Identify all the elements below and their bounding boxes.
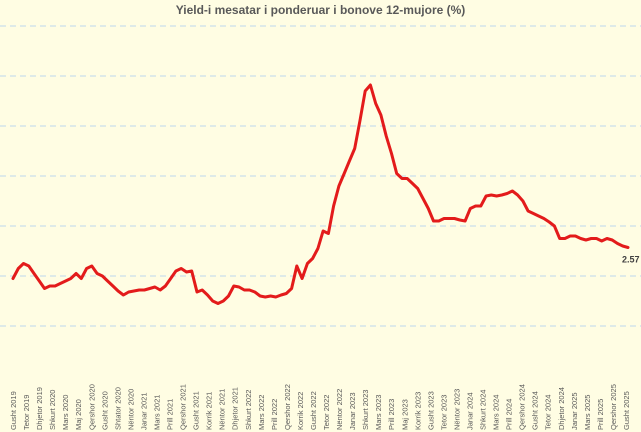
x-tick-label: Maj 2023 (400, 399, 409, 430)
x-tick-label: Korrik 2021 (205, 392, 214, 430)
x-tick-label: Prill 2024 (505, 399, 514, 430)
x-tick-label: Gusht 2024 (531, 391, 540, 430)
gridlines (0, 25, 641, 327)
x-tick-label: Shkurt 2020 (48, 390, 57, 430)
x-tick-label: Nëntor 2020 (126, 389, 135, 430)
x-tick-label: Mars 2024 (492, 395, 501, 430)
x-tick-label: Qershor 2021 (179, 384, 188, 430)
x-tick-label: Tetor 2024 (544, 395, 553, 430)
x-tick-label: Shkurt 2022 (244, 390, 253, 430)
x-tick-label: Tetor 2019 (22, 395, 31, 430)
x-tick-label: Prill 2021 (166, 399, 175, 430)
x-axis-tick-labels: Gusht 2019 Tetor 2019 Dhjetor 2019 Shkurt 2… (9, 384, 631, 430)
x-tick-label: Dhjetor 2019 (35, 387, 44, 430)
x-tick-label: Qershor 2024 (518, 384, 527, 430)
x-tick-label: Qershor 2020 (87, 384, 96, 430)
x-tick-label: Mars 2022 (257, 395, 266, 430)
x-tick-label: Janar 2024 (466, 392, 475, 430)
x-tick-label: Nëntor 2021 (218, 389, 227, 430)
series-line (11, 83, 630, 305)
x-tick-label: Janar 2021 (139, 392, 148, 430)
x-tick-label: Gusht 2019 (9, 391, 18, 430)
x-tick-label: Qershor 2025 (609, 384, 618, 430)
x-tick-label: Gusht 2020 (100, 391, 109, 430)
x-tick-label: Janar 2023 (348, 392, 357, 430)
x-tick-label: Dhjetor 2021 (231, 387, 240, 430)
x-tick-label: Shkurt 2023 (361, 390, 370, 430)
x-tick-label: Tetor 2022 (322, 395, 331, 430)
x-tick-label: Gusht 2023 (426, 391, 435, 430)
x-tick-label: Maj 2020 (74, 399, 83, 430)
x-tick-label: Janar 2025 (570, 392, 579, 430)
x-tick-label: Nëntor 2022 (335, 389, 344, 430)
x-tick-label: Shkurt 2024 (479, 390, 488, 430)
x-tick-label: Mars 2023 (374, 395, 383, 430)
x-tick-label: Gusht 2025 (622, 391, 631, 430)
chart-title: Yield-i mesatar i ponderuar i bonove 12-… (175, 3, 466, 17)
x-tick-label: Dhjetor 2024 (557, 387, 566, 430)
x-tick-label: Mars 2021 (153, 395, 162, 430)
x-tick-label: Korrik 2023 (413, 392, 422, 430)
x-tick-label: Gusht 2022 (309, 391, 318, 430)
x-tick-label: Prill 2023 (387, 399, 396, 430)
x-tick-label: Gusht 2021 (192, 391, 201, 430)
x-tick-label: Tetor 2023 (439, 395, 448, 430)
x-tick-label: Korrik 2022 (296, 392, 305, 430)
x-tick-label: Prill 2025 (596, 399, 605, 430)
x-tick-label: Qershor 2022 (283, 384, 292, 430)
end-value-label: 2.57 (622, 255, 640, 265)
x-tick-label: Mars 2025 (583, 395, 592, 430)
x-tick-label: Shtator 2020 (113, 387, 122, 430)
x-tick-label: Mars 2020 (61, 395, 70, 430)
x-tick-label: Nëntor 2023 (452, 389, 461, 430)
x-tick-label: Prill 2022 (270, 399, 279, 430)
